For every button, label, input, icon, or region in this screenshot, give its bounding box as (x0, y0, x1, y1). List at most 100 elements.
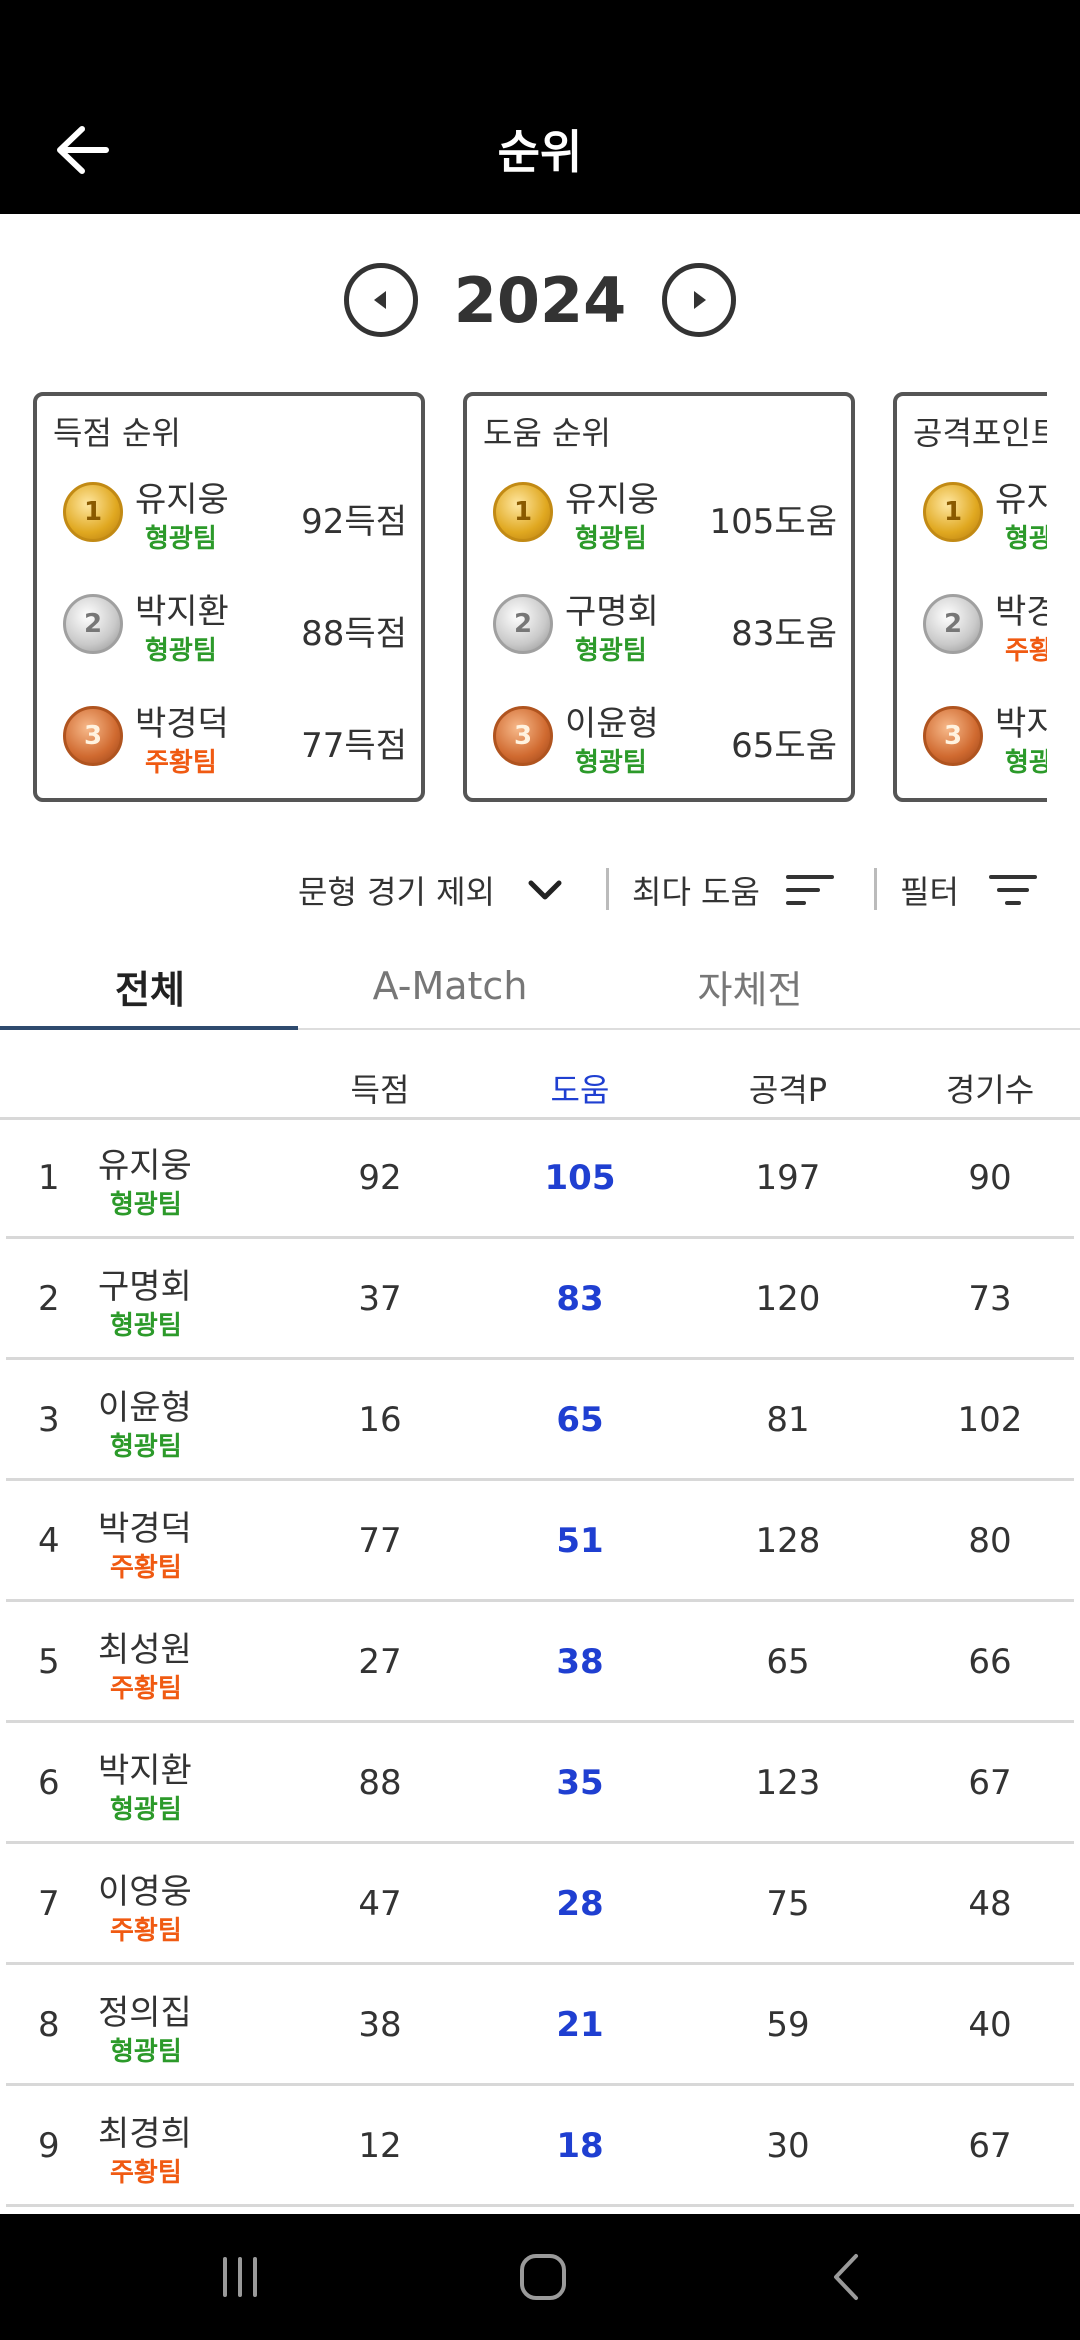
row-goals: 92 (358, 1158, 402, 1198)
divider (874, 868, 877, 910)
row-rank: 5 (38, 1642, 60, 1682)
back-button[interactable] (50, 118, 114, 182)
row-player-name: 정의집 (98, 1993, 192, 2033)
bronze-medal-icon: 3 (493, 706, 553, 766)
team-name: 형광팀 (575, 524, 647, 554)
silver-medal-icon: 2 (63, 594, 123, 654)
row-attack-points: 197 (755, 1158, 821, 1198)
table-row[interactable]: 3 이윤형 형광팀 16 65 81 102 (6, 1360, 1074, 1481)
home-button[interactable] (503, 2242, 583, 2312)
year-label: 2024 (453, 263, 627, 337)
team-name: 형광팀 (575, 748, 647, 778)
header-assists[interactable]: 도움 (550, 1071, 610, 1109)
table-row[interactable]: 5 최성원 주황팀 27 38 65 66 (6, 1602, 1074, 1723)
player-name: 박경 (995, 592, 1047, 632)
rank-value: 65도움 (731, 726, 837, 766)
player-name: 박지 (995, 704, 1047, 744)
next-year-button[interactable] (662, 263, 737, 337)
header-games[interactable]: 경기수 (945, 1071, 1035, 1109)
row-rank: 2 (38, 1279, 60, 1319)
row-player-name: 이윤형 (98, 1388, 192, 1428)
filter-lines-icon (988, 875, 1037, 905)
exclude-dropdown[interactable]: 문형 경기 제외 (298, 860, 565, 920)
row-attack-points: 81 (766, 1400, 810, 1440)
nav-back-icon (834, 2254, 858, 2300)
sort-button[interactable]: 최다 도움 (632, 860, 836, 920)
player-name: 유지웅 (135, 480, 229, 520)
row-rank: 7 (38, 1884, 60, 1924)
recent-apps-button[interactable] (200, 2242, 280, 2312)
row-rank: 1 (38, 1158, 60, 1198)
row-assists: 51 (556, 1521, 604, 1561)
sort-label: 최다 도움 (632, 873, 760, 911)
divider (606, 868, 609, 910)
ranking-cards-carousel[interactable]: 득점 순위 1 유지웅 형광팀 92득점 2 박지환 형광팀 88득점 3 박경… (33, 392, 1047, 806)
filter-bar: 문형 경기 제외 최다 도움 필터 (0, 860, 1080, 920)
gold-medal-icon: 1 (493, 482, 553, 542)
table-row[interactable]: 1 유지웅 형광팀 92 105 197 90 (6, 1118, 1074, 1239)
row-assists: 83 (556, 1279, 604, 1319)
row-assists: 105 (544, 1158, 616, 1198)
row-attack-points: 30 (766, 2126, 810, 2166)
player-name: 이윤형 (565, 704, 659, 744)
assist-ranking-card[interactable]: 도움 순위 1 유지웅 형광팀 105도움 2 구명회 형광팀 83도움 3 이… (463, 392, 855, 802)
row-player-name: 이영웅 (98, 1872, 192, 1912)
card-rank-row: 3 이윤형 형광팀 65도움 (493, 690, 837, 790)
tab-a-match[interactable]: A-Match (372, 964, 528, 1008)
table-row[interactable]: 4 박경덕 주황팀 77 51 128 80 (6, 1481, 1074, 1602)
year-selector: 2024 (0, 260, 1080, 340)
caret-left-circle-icon (373, 291, 386, 309)
row-team-name: 주황팀 (110, 1553, 182, 1583)
silver-medal-icon: 2 (923, 594, 983, 654)
row-attack-points: 75 (766, 1884, 810, 1924)
exclude-label: 문형 경기 제외 (298, 873, 495, 911)
team-name: 형광팀 (145, 636, 217, 666)
player-name: 박지환 (135, 592, 229, 632)
row-games: 90 (968, 1158, 1012, 1198)
nav-back-button[interactable] (806, 2242, 886, 2312)
row-rank: 3 (38, 1400, 60, 1440)
card-title: 공격포인트 (913, 414, 1047, 452)
row-team-name: 형광팀 (110, 2037, 182, 2067)
table-row[interactable]: 6 박지환 형광팀 88 35 123 67 (6, 1723, 1074, 1844)
row-team-name: 주황팀 (110, 1674, 182, 1704)
row-player-name: 최성원 (98, 1630, 192, 1670)
row-games: 102 (957, 1400, 1023, 1440)
bronze-medal-icon: 3 (923, 706, 983, 766)
row-assists: 65 (556, 1400, 604, 1440)
row-games: 80 (968, 1521, 1012, 1561)
player-name: 구명회 (565, 592, 659, 632)
row-goals: 77 (358, 1521, 402, 1561)
team-name: 형광 (1005, 748, 1047, 778)
filter-button[interactable]: 필터 (900, 860, 1037, 920)
rank-value: 105도움 (709, 502, 837, 542)
row-rank: 4 (38, 1521, 60, 1561)
gold-medal-icon: 1 (63, 482, 123, 542)
row-goals: 27 (358, 1642, 402, 1682)
row-games: 66 (968, 1642, 1012, 1682)
row-team-name: 형광팀 (110, 1432, 182, 1462)
attack-point-ranking-card[interactable]: 공격포인트 1 유지 형광 2 박경 주황 3 박지 형광 (893, 392, 1047, 802)
table-row[interactable]: 8 정의집 형광팀 38 21 59 40 (6, 1965, 1074, 2086)
row-games: 67 (968, 1763, 1012, 1803)
prev-year-button[interactable] (343, 263, 418, 337)
team-name: 형광팀 (145, 524, 217, 554)
row-attack-points: 128 (755, 1521, 821, 1561)
system-nav-bar (0, 2214, 1080, 2340)
app-bar: 순위 (0, 0, 1080, 214)
arrow-left-icon (57, 126, 109, 174)
row-team-name: 형광팀 (110, 1190, 182, 1220)
table-row[interactable]: 7 이영웅 주황팀 47 28 75 48 (6, 1844, 1074, 1965)
row-assists: 18 (556, 2126, 604, 2166)
row-goals: 88 (358, 1763, 402, 1803)
row-attack-points: 123 (755, 1763, 821, 1803)
tab-internal[interactable]: 자체전 (697, 967, 803, 1012)
row-assists: 21 (556, 2005, 604, 2045)
tab-all[interactable]: 전체 (115, 967, 185, 1012)
header-goals[interactable]: 득점 (350, 1071, 410, 1109)
table-row[interactable]: 9 최경희 주황팀 12 18 30 67 (6, 2086, 1074, 2207)
table-row[interactable]: 2 구명회 형광팀 37 83 120 73 (6, 1239, 1074, 1360)
goal-ranking-card[interactable]: 득점 순위 1 유지웅 형광팀 92득점 2 박지환 형광팀 88득점 3 박경… (33, 392, 425, 802)
header-attack-points[interactable]: 공격P (748, 1071, 828, 1109)
page-title: 순위 (497, 125, 583, 179)
